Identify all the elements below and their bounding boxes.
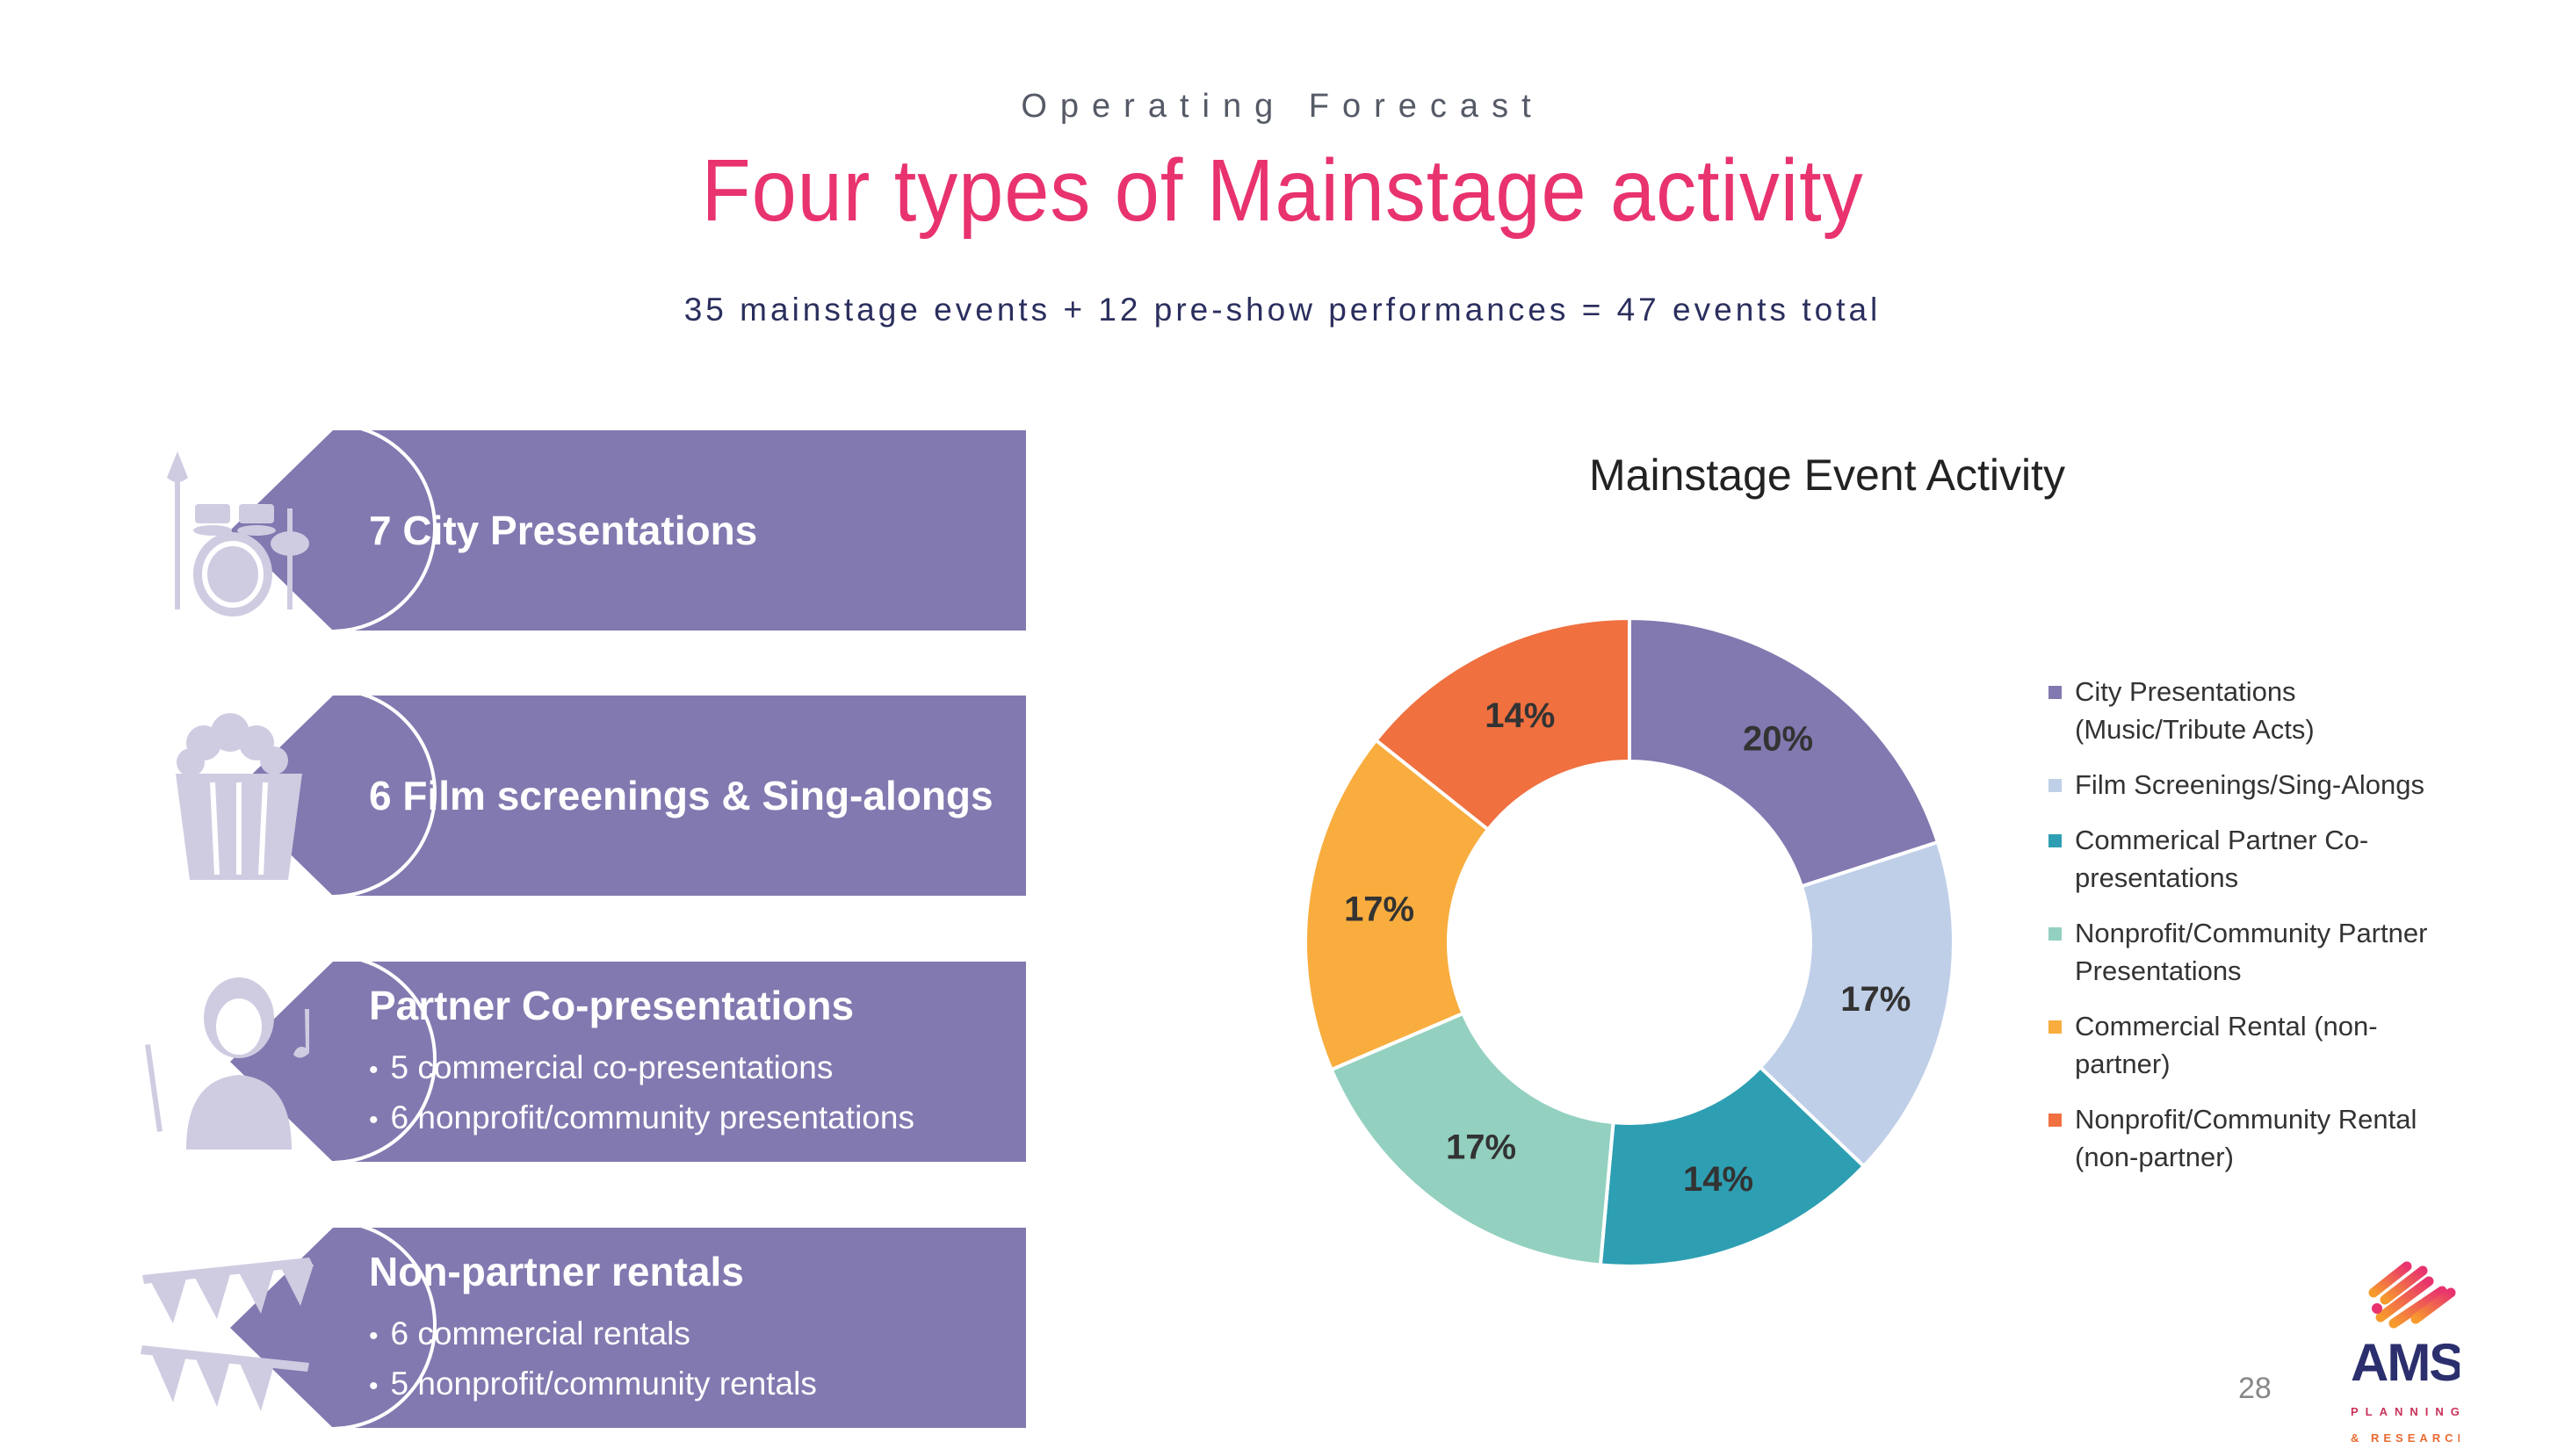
card-heading: 7 City Presentations (369, 508, 758, 553)
svg-text:& RESEARCH: & RESEARCH (2351, 1431, 2460, 1445)
section-kicker: Operating Forecast (1021, 88, 1544, 125)
legend-item: Nonprofit/Community Partner Presentation… (2048, 914, 2453, 990)
data-label: 20% (1743, 719, 1813, 758)
data-label: 14% (1485, 696, 1555, 735)
donut-chart: 20% 17% 14% 17% 17% 14% (1304, 616, 1955, 1268)
legend-label: Film Screenings/Sing-Alongs (2075, 769, 2425, 800)
chart-title: Mainstage Event Activity (1589, 450, 2065, 500)
card-bullets: 5 commercial co-presentations 6 nonprofi… (369, 1044, 1008, 1144)
donut-slice (1758, 840, 1955, 1169)
data-label: 17% (1840, 980, 1911, 1019)
activity-card-rentals: Non-partner rentals 6 commercial rentals… (141, 1220, 1026, 1431)
legend-swatch (2048, 1020, 2062, 1034)
legend-item: City Presentations (Music/Tribute Acts) (2048, 673, 2453, 748)
bunting-icon (141, 1258, 314, 1411)
popcorn-icon (176, 713, 302, 880)
legend-label: Commerical Partner Co-presentations (2075, 825, 2369, 893)
data-label: 17% (1446, 1128, 1516, 1167)
card-text: 7 City Presentations (369, 430, 1008, 631)
data-label: 17% (1344, 890, 1414, 928)
card-bullets: 6 commercial rentals 5 nonprofit/communi… (369, 1310, 1008, 1410)
page-subtitle: 35 mainstage events + 12 pre-show perfor… (683, 292, 1882, 328)
legend-item: Nonprofit/Community Rental (non-partner) (2048, 1100, 2453, 1176)
legend-item: Commercial Rental (non-partner) (2048, 1007, 2453, 1083)
activity-card-city: 7 City Presentations (167, 422, 1026, 633)
card-heading: Non-partner rentals (369, 1249, 744, 1294)
ams-logo: AMS PLANNING & RESEARCH (2351, 1261, 2460, 1445)
card-background (230, 430, 1026, 631)
legend-item: Film Screenings/Sing-Alongs (2048, 766, 2453, 804)
legend-swatch (2048, 834, 2062, 847)
donut-slice (1304, 738, 1491, 1072)
data-label: 14% (1683, 1160, 1753, 1199)
page-title: Four types of Mainstage activity (701, 141, 1864, 240)
donut-slice (1598, 1064, 1867, 1268)
drum-kit-icon (167, 451, 309, 616)
card-heading: 6 Film screenings & Sing-alongs (369, 773, 993, 818)
card-bullet: 6 nonprofit/community presentations (369, 1094, 1008, 1144)
card-text: Non-partner rentals 6 commercial rentals… (369, 1228, 1008, 1428)
chart-legend: City Presentations (Music/Tribute Acts) F… (2048, 673, 2453, 1193)
legend-swatch (2048, 686, 2062, 699)
activity-card-partner: Partner Co-presentations 5 commercial co… (145, 954, 1026, 1164)
donut-slice (1329, 1011, 1615, 1267)
legend-label: Nonprofit/Community Rental (non-partner) (2075, 1104, 2417, 1172)
activity-card-film: 6 Film screenings & Sing-alongs (176, 688, 1026, 898)
svg-text:PLANNING: PLANNING (2351, 1405, 2460, 1418)
legend-swatch (2048, 779, 2062, 792)
svg-text:AMS: AMS (2351, 1333, 2460, 1392)
legend-swatch (2048, 927, 2062, 941)
legend-label: Commercial Rental (non-partner) (2075, 1011, 2378, 1079)
card-text: 6 Film screenings & Sing-alongs (369, 696, 1008, 896)
card-background (230, 696, 1026, 896)
card-bullet: 6 commercial rentals (369, 1310, 1008, 1360)
legend-label: City Presentations (Music/Tribute Acts) (2075, 676, 2315, 745)
card-heading: Partner Co-presentations (369, 983, 855, 1028)
legend-item: Commerical Partner Co-presentations (2048, 821, 2453, 897)
donut-slice (1373, 616, 1631, 833)
card-text: Partner Co-presentations 5 commercial co… (369, 962, 1008, 1162)
page-number: 28 (2238, 1372, 2272, 1405)
conductor-icon (145, 977, 309, 1150)
card-bullet: 5 nonprofit/community rentals (369, 1360, 1008, 1410)
legend-swatch (2048, 1114, 2062, 1127)
donut-slice (1628, 616, 1940, 889)
legend-label: Nonprofit/Community Partner Presentation… (2075, 918, 2428, 986)
card-bullet: 5 commercial co-presentations (369, 1044, 1008, 1094)
